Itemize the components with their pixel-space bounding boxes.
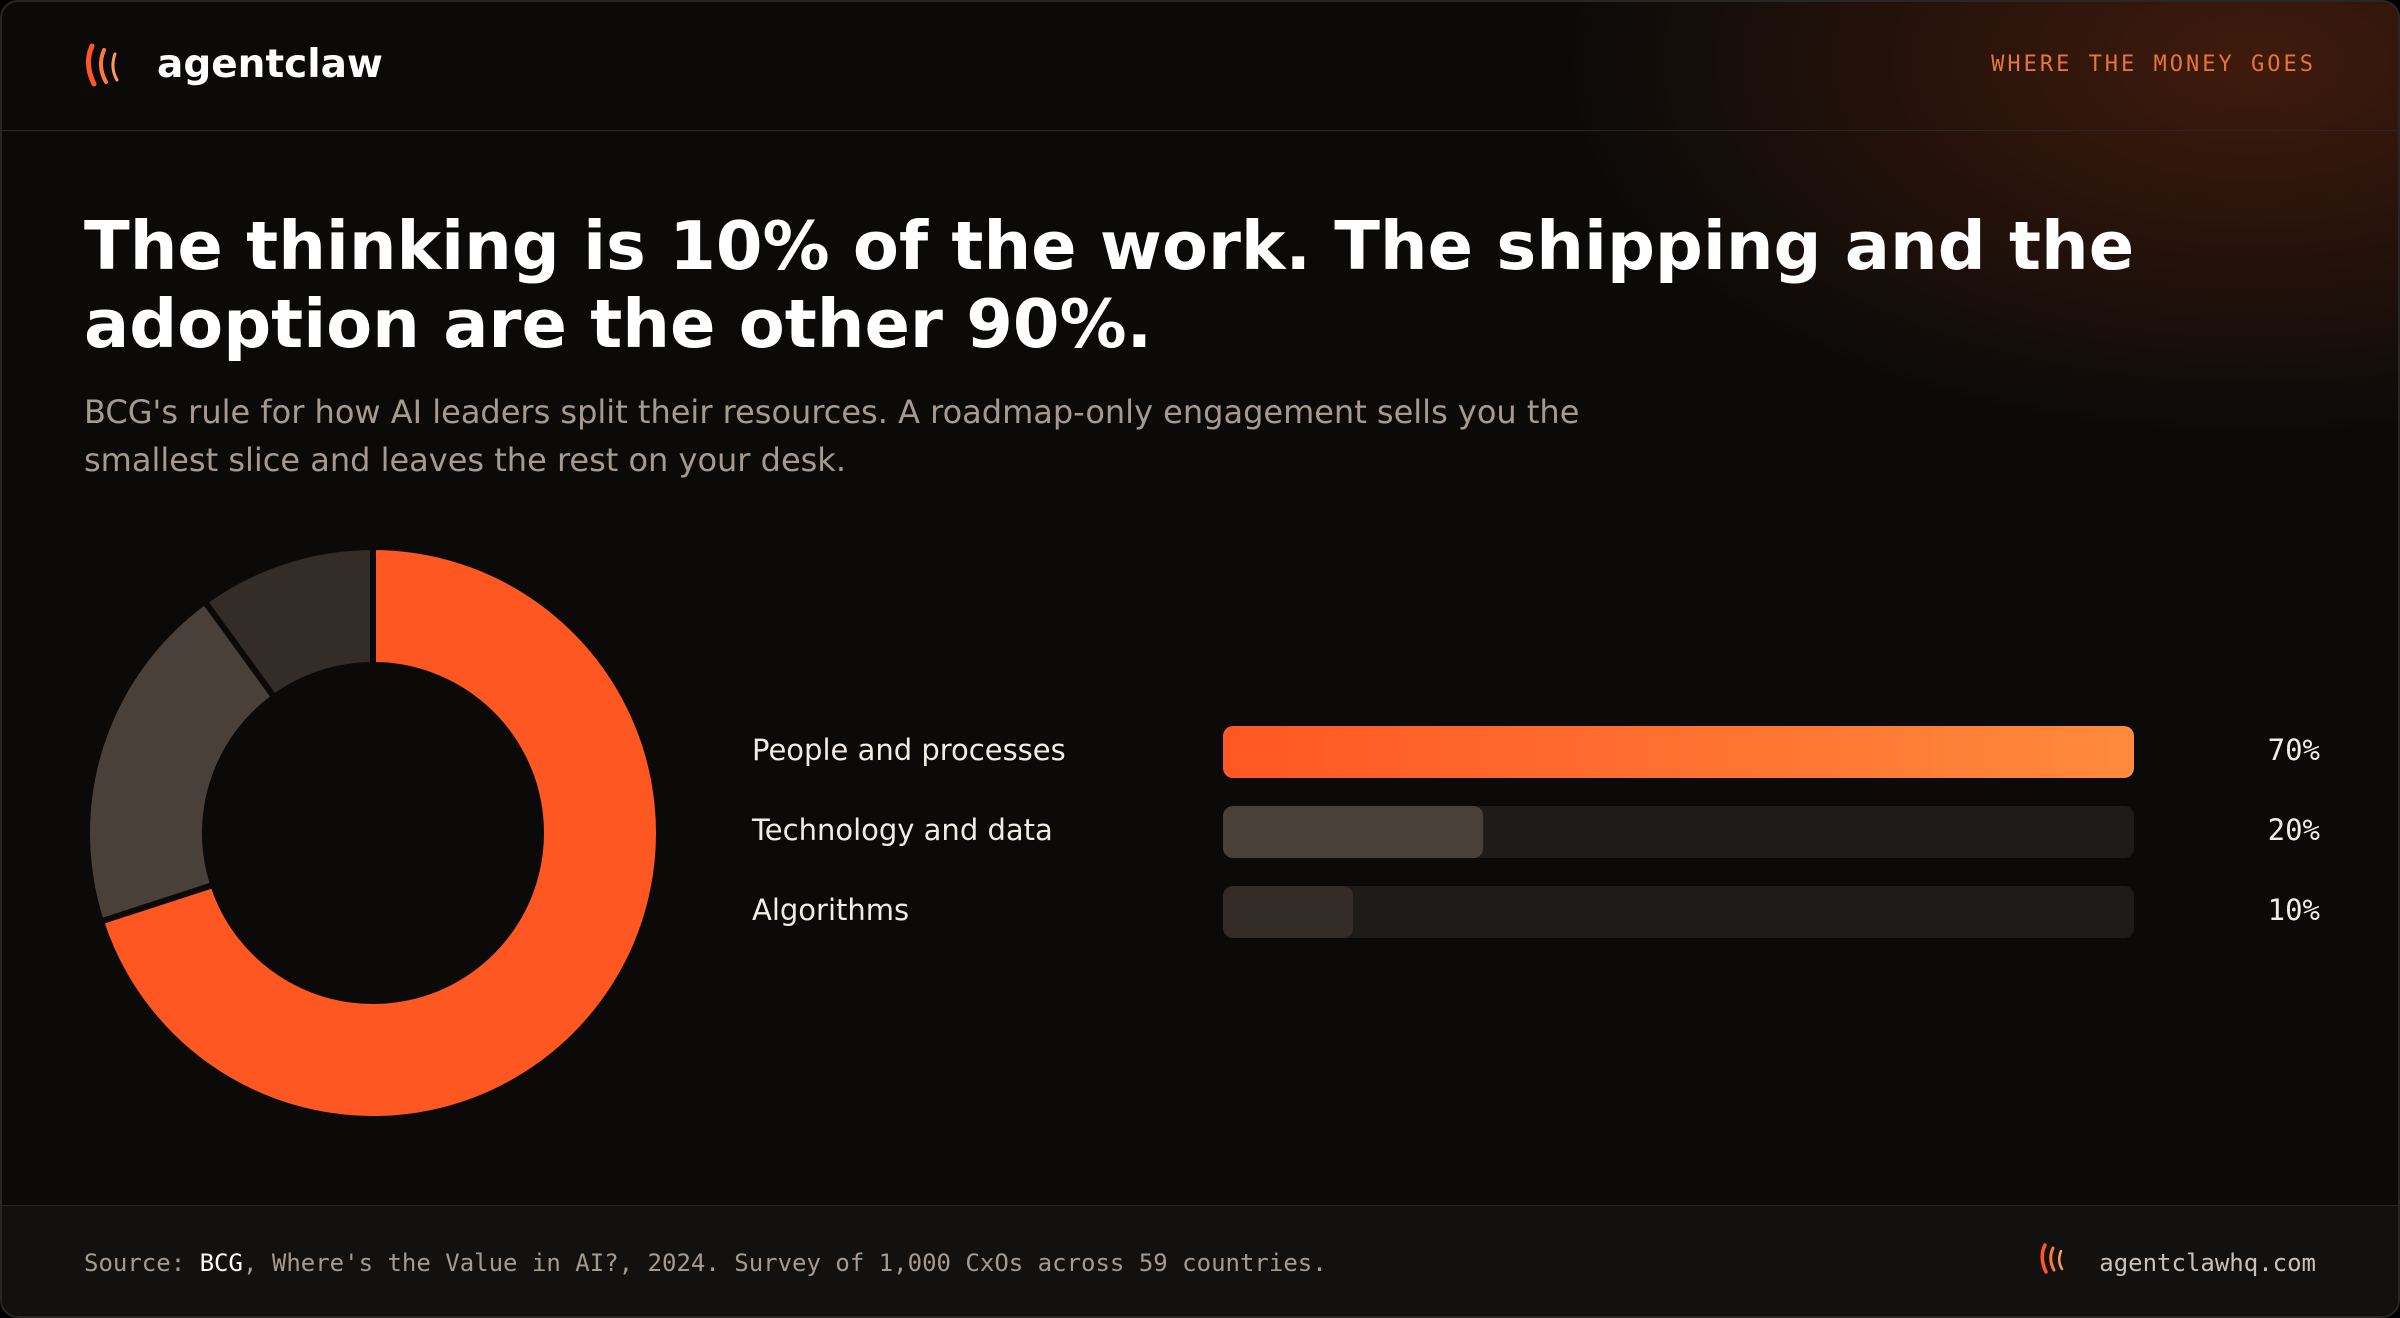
bar bbox=[1223, 806, 1484, 858]
value-label: 20% bbox=[2268, 813, 2320, 847]
brand: agentclaw bbox=[157, 42, 383, 87]
donut-segment bbox=[97, 543, 662, 1122]
value-label: 70% bbox=[2268, 733, 2320, 767]
source-name: BCG bbox=[199, 1249, 243, 1277]
divider bbox=[2, 130, 2398, 131]
bar-label: Algorithms bbox=[752, 893, 909, 927]
bar-label: People and processes bbox=[752, 733, 1066, 767]
source-label: Source: bbox=[84, 1249, 186, 1277]
footer bbox=[2, 1205, 2398, 1316]
chart: People and processes 70% Technology and da… bbox=[84, 543, 2320, 1122]
source-text: , Where's the Value in AI?, 2024. Survey… bbox=[242, 1249, 1327, 1277]
chart-subtitle: BCG's rule for how AI leaders split thei… bbox=[84, 393, 1580, 479]
donut-segment bbox=[200, 543, 376, 702]
donut-segment bbox=[84, 597, 279, 926]
chart-title: The thinking is 10% of the work. The shi… bbox=[84, 207, 2135, 363]
bar-label: Technology and data bbox=[751, 813, 1053, 847]
site-icon bbox=[2040, 1243, 2064, 1274]
bar bbox=[1223, 726, 2134, 778]
bar bbox=[1223, 886, 1354, 938]
site: agentclawhq.com bbox=[2099, 1249, 2316, 1277]
value-label: 10% bbox=[2268, 893, 2320, 927]
logo-icon bbox=[86, 43, 119, 87]
bar-track bbox=[1223, 886, 2134, 938]
header-tag: WHERE THE MONEY GOES bbox=[1991, 52, 2316, 77]
source: Source: BCG, Where's the Value in AI?, 2… bbox=[84, 1249, 1327, 1277]
